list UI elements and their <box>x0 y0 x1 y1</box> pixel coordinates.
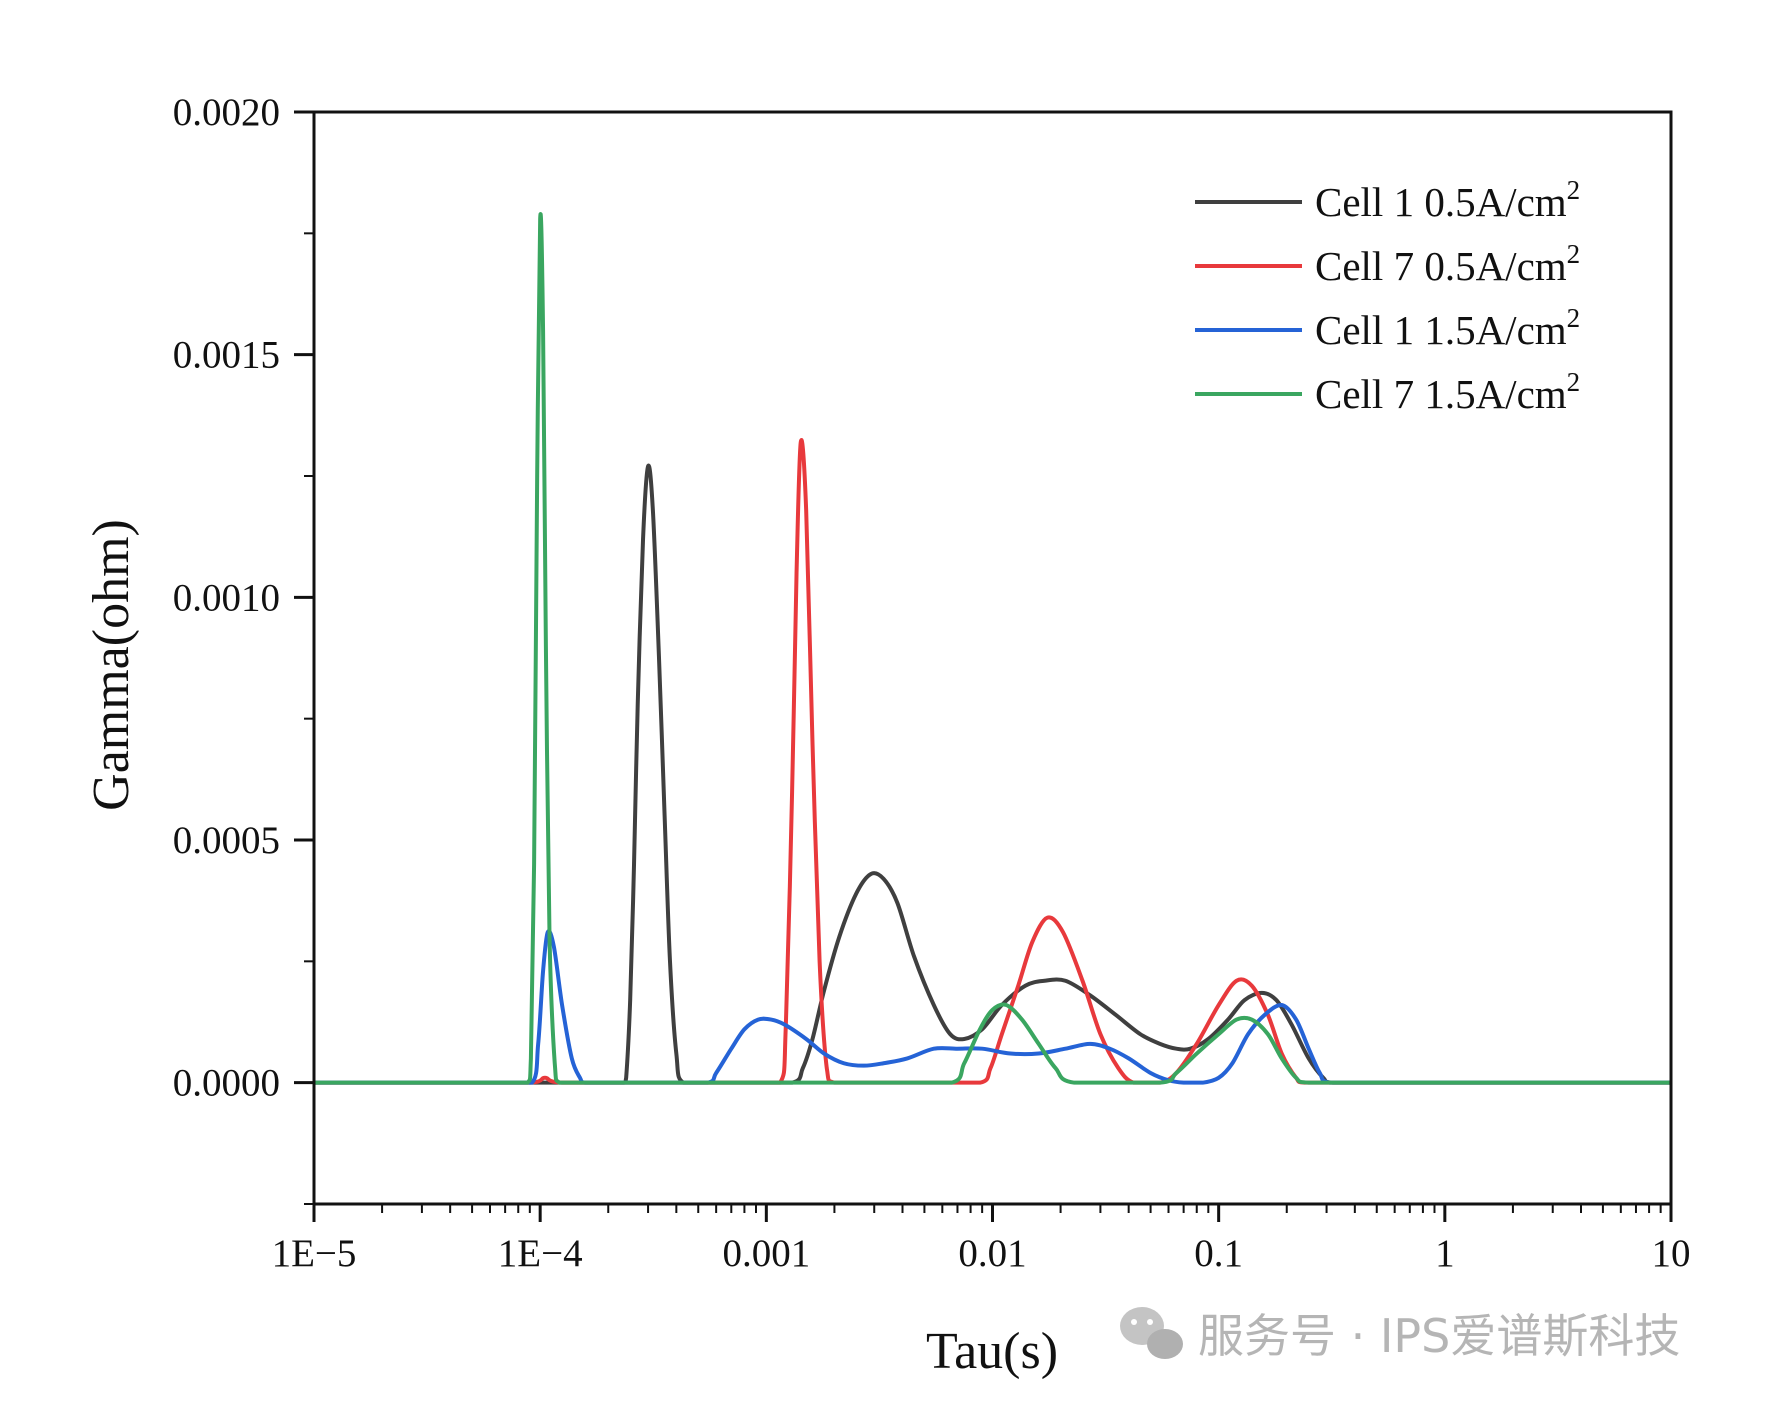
y-tick-label: 0.0005 <box>173 819 280 862</box>
series-line <box>314 212 1671 1085</box>
x-tick-label: 10 <box>1652 1232 1691 1275</box>
series-line <box>314 929 1671 1085</box>
series-layer <box>314 212 1671 1085</box>
x-tick-label: 1E−4 <box>498 1232 583 1275</box>
legend-superscript: 2 <box>1567 175 1581 205</box>
x-axis: 1E−5 1E−4 0.001 0.01 0.1 1 10 <box>272 1204 1691 1275</box>
x-tick-label: 1 <box>1435 1232 1455 1275</box>
x-axis-title: Tau(s) <box>926 1323 1058 1380</box>
legend-label: Cell 1 0.5A/cm2 <box>1315 175 1580 225</box>
watermark-text: 服务号 · IPS爱谱斯科技 <box>1198 1309 1680 1363</box>
series-line <box>314 463 1671 1085</box>
y-tick-label: 0.0015 <box>173 334 280 377</box>
legend-label: Cell 1 1.5A/cm2 <box>1315 303 1580 353</box>
x-tick-label: 0.001 <box>722 1232 810 1275</box>
legend-label: Cell 7 1.5A/cm2 <box>1315 367 1580 417</box>
y-tick-label: 0.0010 <box>173 576 280 619</box>
y-tick-label: 0.0020 <box>173 91 280 134</box>
legend-superscript: 2 <box>1567 367 1581 397</box>
watermark: 服务号 · IPS爱谱斯科技 <box>1120 1307 1680 1363</box>
legend-superscript: 2 <box>1567 239 1581 269</box>
series-line <box>314 438 1671 1085</box>
x-tick-label: 0.01 <box>958 1232 1026 1275</box>
legend-superscript: 2 <box>1567 303 1581 333</box>
wechat-icon <box>1120 1307 1183 1359</box>
legend-label: Cell 7 0.5A/cm2 <box>1315 239 1580 289</box>
x-tick-label: 0.1 <box>1194 1232 1243 1275</box>
y-axis-title: Gamma(ohm) <box>83 519 140 811</box>
y-tick-label: 0.0000 <box>173 1062 280 1105</box>
y-axis: 0.0000 0.0005 0.0010 0.0015 0.0020 <box>173 91 314 1205</box>
legend: Cell 1 0.5A/cm2 Cell 7 0.5A/cm2 Cell 1 1.5… <box>1195 175 1580 417</box>
x-tick-label: 1E−5 <box>272 1232 357 1275</box>
